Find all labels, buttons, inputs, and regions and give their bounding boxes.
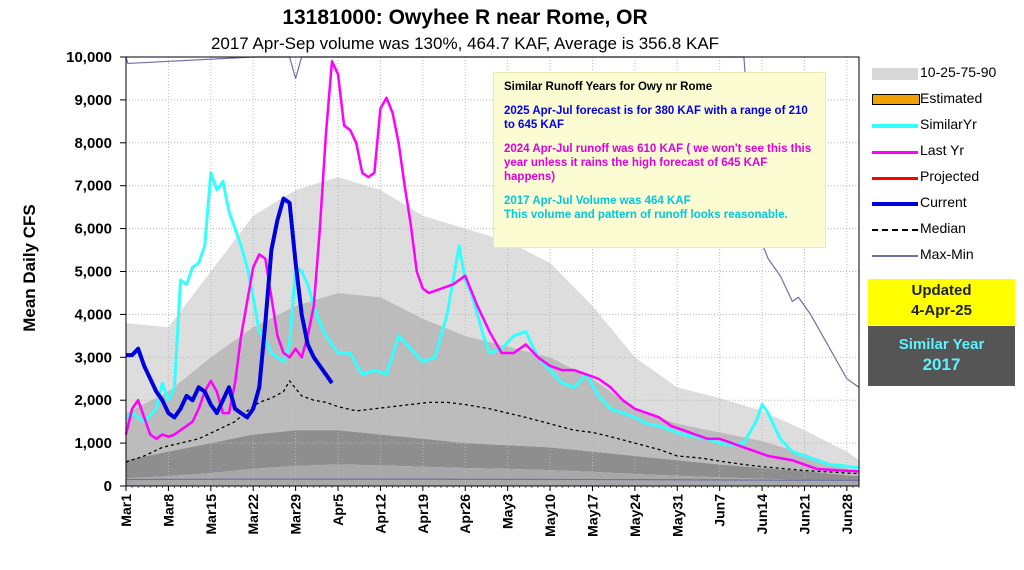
similar-pattern-text: This volume and pattern of runoff looks … [504, 209, 788, 221]
y-tick-label: 4,000 [74, 306, 112, 323]
x-tick-label: Apr12 [372, 494, 388, 534]
band-below-p10 [126, 464, 859, 486]
y-tick-label: 7,000 [74, 178, 112, 195]
legend-item-projected: Projected [868, 168, 1024, 188]
legend-label: Current [920, 194, 967, 210]
y-tick-label: 8,000 [74, 135, 112, 152]
x-tick-label: Jun28 [839, 494, 855, 535]
x-tick-label: Mar8 [160, 494, 176, 527]
x-tick-label: Mar1 [118, 494, 134, 527]
legend-swatch-estimated [872, 94, 920, 105]
x-tick-label: Jun21 [796, 494, 812, 535]
series-lastyr-line [124, 60, 860, 473]
x-tick-label: May10 [542, 494, 558, 537]
legend-label: Last Yr [920, 142, 965, 158]
series-median-line [125, 380, 860, 475]
similar-volume-text: 2017 Apr-Jul Volume was 464 KAF [504, 195, 691, 207]
similar-year-value: 2017 [922, 355, 961, 374]
series-current-line [126, 196, 334, 420]
x-tick-label: Mar22 [245, 494, 261, 535]
legend-item-similar: SimilarYr [868, 116, 1024, 136]
updated-badge: Updated 4-Apr-25 [868, 279, 1015, 325]
x-tick-label: May24 [627, 494, 643, 537]
x-tick-label: Mar15 [203, 494, 219, 535]
y-tick-label: 1,000 [74, 435, 112, 452]
legend-label: Median [920, 220, 966, 236]
legend-label: 10-25-75-90 [920, 64, 997, 80]
updated-label: Updated [911, 282, 972, 299]
y-tick-label: 6,000 [74, 221, 112, 238]
series-maxmin-line [125, 478, 860, 482]
y-tick-label: 10,000 [66, 49, 112, 66]
x-tick-label: Jun7 [712, 494, 728, 527]
x-tick-label: Apr5 [330, 494, 346, 526]
similar-year-note: 2017 Apr-Jul Volume was 464 KAF This vol… [504, 194, 815, 222]
legend-item-median: Median [868, 220, 1024, 240]
legend-label: Projected [920, 168, 980, 184]
legend-item-lastyr: Last Yr [868, 142, 1024, 162]
forecast-note: 2025 Apr-Jul forecast is for 380 KAF wit… [504, 105, 808, 131]
info-heading: Similar Runoff Years for Owy nr Rome [504, 81, 713, 93]
legend-swatch-band [872, 68, 918, 80]
plot-frame [125, 56, 860, 487]
axes: 0 1,000 2,000 3,000 4,000 5,000 6,000 7,000 8,00… [66, 49, 860, 537]
legend-swatch-median [872, 229, 918, 231]
series-similar-line [125, 171, 860, 470]
similar-runoff-info-box: Similar Runoff Years for Owy nr Rome 202… [493, 72, 826, 248]
x-tick-label: May3 [500, 494, 516, 529]
legend-swatch-projected [872, 176, 918, 180]
legend-label: Estimated [920, 90, 983, 106]
x-tick-label: Mar29 [288, 494, 304, 535]
chart-title: 13181000: Owyhee R near Rome, OR [282, 6, 648, 29]
legend-swatch-maxmin [872, 255, 918, 257]
y-tick-label: 2,000 [74, 392, 112, 409]
y-tick-label: 0 [104, 478, 112, 495]
chart-subtitle: 2017 Apr-Sep volume was 130%, 464.7 KAF,… [210, 34, 720, 53]
y-tick-label: 9,000 [74, 92, 112, 109]
x-tick-label: May17 [584, 494, 600, 537]
x-tick-label: Apr26 [457, 494, 473, 534]
legend-item-estimated: Estimated [868, 90, 1024, 110]
updated-date: 4-Apr-25 [911, 302, 972, 319]
x-tick-label: May31 [669, 494, 685, 537]
legend-swatch-similar [872, 124, 918, 128]
x-tick-label: Apr19 [415, 494, 431, 534]
band-p75-p90 [126, 177, 859, 471]
similar-year-label: Similar Year [898, 336, 985, 353]
y-tick-label: 3,000 [74, 349, 112, 366]
last-year-note: 2024 Apr-Jul runoff was 610 KAF ( we won… [504, 143, 812, 183]
similar-year-badge: Similar Year 2017 [868, 326, 1015, 386]
legend-item-maxmin: Max-Min [868, 246, 1024, 266]
legend-label: SimilarYr [920, 116, 977, 132]
y-tick-label: 5,000 [74, 264, 112, 281]
legend-item-band: 10-25-75-90 [868, 64, 1024, 84]
x-tick-label: Jun14 [754, 494, 770, 535]
legend-item-current: Current [868, 194, 1024, 214]
legend-label: Max-Min [920, 246, 974, 262]
legend-swatch-current [872, 202, 918, 206]
legend-swatch-lastyr [872, 150, 918, 154]
